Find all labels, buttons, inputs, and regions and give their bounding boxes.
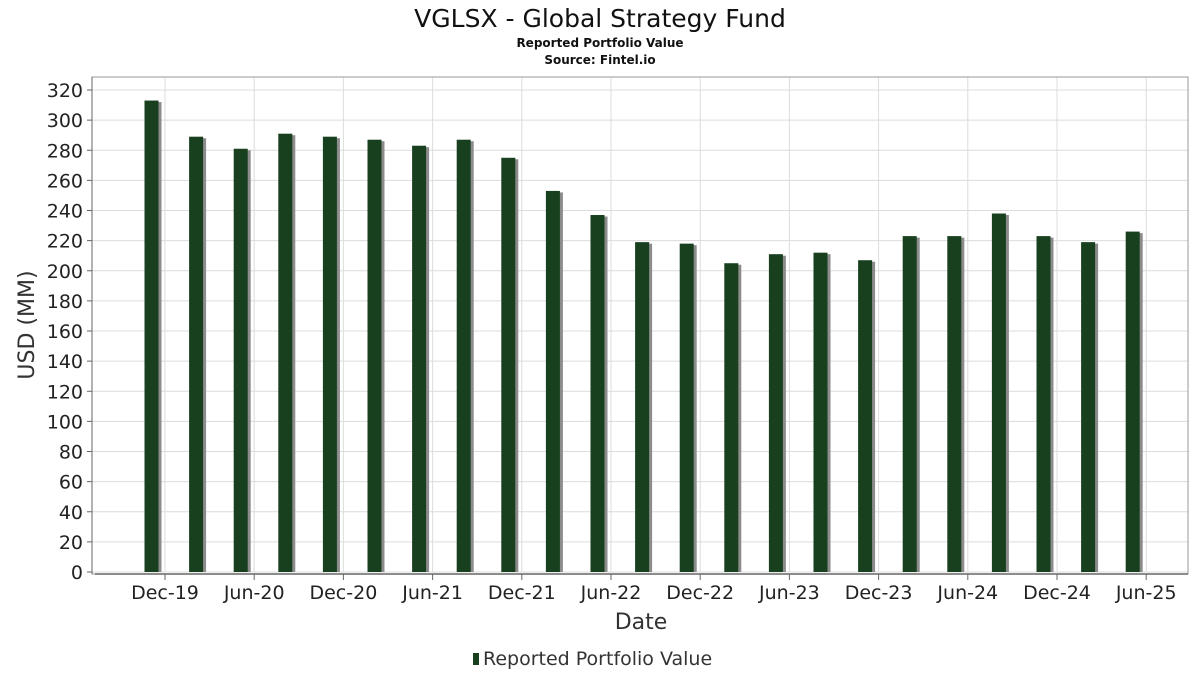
y-tick-label: 20 bbox=[59, 532, 83, 554]
bar bbox=[679, 243, 694, 572]
bar bbox=[1036, 236, 1051, 572]
bar bbox=[635, 242, 650, 572]
bar bbox=[813, 252, 828, 573]
y-axis-label: USD (MM) bbox=[15, 270, 40, 379]
x-tick-label: Jun-23 bbox=[758, 582, 820, 604]
y-tick-label: 200 bbox=[47, 261, 83, 283]
bar bbox=[545, 190, 560, 572]
bar bbox=[367, 139, 382, 573]
y-tick-label: 320 bbox=[47, 80, 83, 102]
bar bbox=[501, 157, 516, 572]
x-tick-label: Dec-24 bbox=[1023, 582, 1091, 604]
axes bbox=[91, 77, 1188, 575]
bar bbox=[1081, 242, 1096, 572]
bar bbox=[456, 139, 471, 573]
bar bbox=[189, 136, 204, 572]
legend-swatch bbox=[473, 653, 479, 665]
legend: Reported Portfolio Value bbox=[473, 648, 712, 670]
x-tick-label: Jun-21 bbox=[401, 582, 463, 604]
x-tick-label: Dec-21 bbox=[488, 582, 556, 604]
x-tick-label: Dec-19 bbox=[131, 582, 199, 604]
bar bbox=[768, 254, 783, 572]
bar bbox=[902, 236, 917, 572]
bar bbox=[278, 133, 293, 572]
y-tick-label: 280 bbox=[47, 140, 83, 162]
y-tick-label: 240 bbox=[47, 201, 83, 223]
x-tick-label: Dec-22 bbox=[666, 582, 734, 604]
y-tick-label: 220 bbox=[47, 231, 83, 253]
x-axis-label: Date bbox=[615, 610, 668, 635]
x-tick-label: Jun-22 bbox=[580, 582, 642, 604]
y-tick-label: 300 bbox=[47, 110, 83, 132]
y-tick-label: 120 bbox=[47, 381, 83, 403]
bar bbox=[144, 100, 159, 572]
bar bbox=[322, 136, 337, 572]
bar bbox=[233, 148, 248, 572]
y-tick-label: 100 bbox=[47, 411, 83, 433]
y-tick-label: 80 bbox=[59, 442, 83, 464]
x-tick-label: Jun-20 bbox=[223, 582, 285, 604]
x-tick-label: Dec-23 bbox=[845, 582, 913, 604]
y-tick-label: 160 bbox=[47, 321, 83, 343]
y-tick-label: 140 bbox=[47, 351, 83, 373]
y-tick-label: 180 bbox=[47, 291, 83, 313]
bar bbox=[412, 145, 427, 572]
bar bbox=[1125, 231, 1140, 572]
grid bbox=[92, 77, 1188, 573]
bar bbox=[724, 263, 739, 572]
x-tick-label: Jun-25 bbox=[1115, 582, 1177, 604]
y-tick-labels: 0 20 40 60 80 100 120 140 160 180 200 220 240 260 280 3… bbox=[47, 80, 92, 584]
y-tick-label: 260 bbox=[47, 170, 83, 192]
chart-subtitle: Reported Portfolio Value bbox=[516, 36, 683, 50]
x-tick-label: Jun-24 bbox=[936, 582, 998, 604]
bars bbox=[144, 100, 1143, 573]
bar bbox=[991, 213, 1006, 572]
y-tick-label: 60 bbox=[59, 472, 83, 494]
chart-title: VGLSX - Global Strategy Fund bbox=[414, 4, 786, 33]
legend-label: Reported Portfolio Value bbox=[483, 648, 712, 670]
bar bbox=[590, 215, 605, 573]
y-tick-label: 0 bbox=[71, 562, 83, 584]
x-tick-label: Dec-20 bbox=[309, 582, 377, 604]
chart-source: Source: Fintel.io bbox=[544, 53, 655, 67]
x-tick-labels: Dec-19 Jun-20 Dec-20 Jun-21 Dec-21 Jun-22 Dec-… bbox=[131, 574, 1177, 604]
bar bbox=[858, 260, 873, 572]
y-tick-label: 40 bbox=[59, 502, 83, 524]
bar bbox=[947, 236, 962, 572]
